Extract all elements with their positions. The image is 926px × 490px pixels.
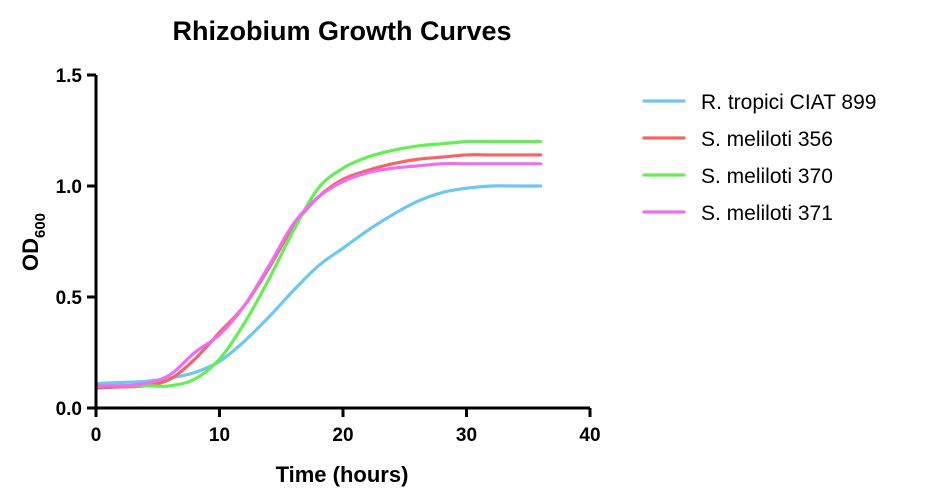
legend-label: S. meliloti 370 — [701, 165, 833, 188]
y-tick-label: 0.0 — [56, 399, 82, 420]
series-line-4 — [94, 162, 543, 388]
x-ticks: 0 10 20 30 40 — [91, 408, 601, 446]
legend-item: S. meliloti 370 — [642, 165, 833, 188]
y-tick-label: 0.5 — [56, 288, 83, 309]
y-ticks: 0.0 0.5 1.0 1.5 — [56, 66, 96, 420]
y-tick-label: 1.5 — [56, 66, 83, 87]
x-tick-label: 10 — [209, 425, 230, 446]
legend-item: S. meliloti 356 — [642, 128, 833, 151]
x-tick-label: 30 — [456, 425, 477, 446]
series-line-1 — [94, 184, 543, 386]
chart-title: Rhizobium Growth Curves — [172, 16, 511, 46]
y-tick-label: 1.0 — [56, 177, 82, 198]
x-axis-label: Time (hours) — [276, 462, 409, 487]
y-axis-label-subscript: 600 — [32, 213, 49, 238]
series-line-3 — [94, 139, 543, 388]
series-layer — [94, 139, 543, 390]
legend-item: S. meliloti 371 — [642, 202, 833, 225]
plot-area: 0 10 20 30 40 0.0 0.5 1.0 1.5 — [56, 66, 601, 446]
x-tick-label: 40 — [579, 425, 600, 446]
legend: R. tropici CIAT 899 S. meliloti 356 S. mel… — [642, 91, 876, 225]
legend-item: R. tropici CIAT 899 — [642, 91, 876, 114]
legend-label: S. meliloti 371 — [701, 202, 833, 225]
x-tick-label: 0 — [91, 425, 102, 446]
legend-label: S. meliloti 356 — [701, 128, 833, 151]
x-tick-label: 20 — [332, 425, 353, 446]
legend-label: R. tropici CIAT 899 — [701, 91, 876, 114]
y-axis-label-group: OD600 — [18, 213, 49, 271]
y-axis-label: OD600 — [18, 213, 49, 271]
y-axis-label-main: OD — [18, 238, 43, 271]
